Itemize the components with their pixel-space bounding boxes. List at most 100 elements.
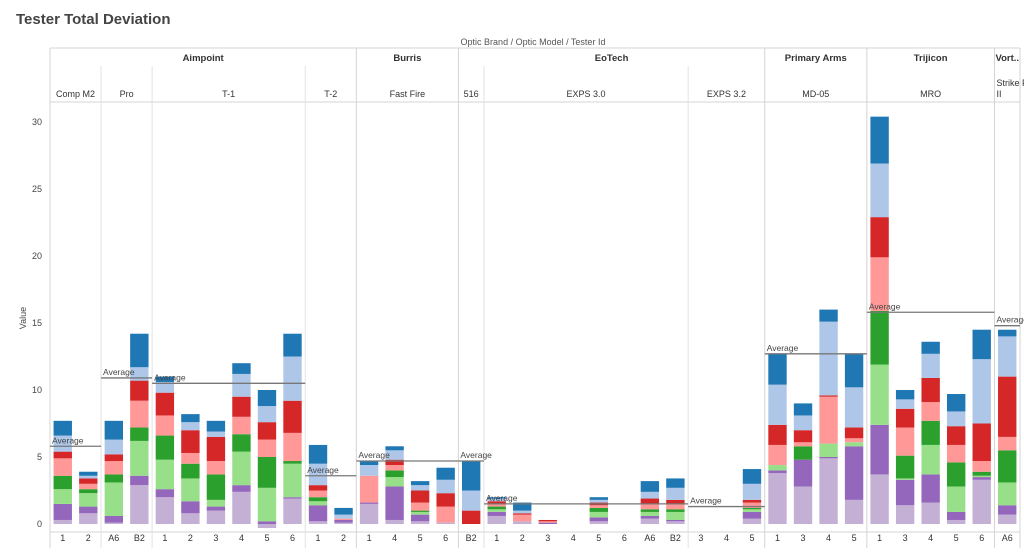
bar-segment-series-red xyxy=(155,392,175,416)
bar-segment-series-green xyxy=(921,420,940,445)
tester-id-label: A6 xyxy=(108,533,119,543)
average-label: Average xyxy=(154,372,186,382)
bar-segment-series-green-light xyxy=(819,443,838,457)
brand-label: EoTech xyxy=(595,53,629,64)
bar-segment-series-green-light xyxy=(385,477,404,487)
bar-segment-series-red xyxy=(385,459,404,466)
bar-segment-series-red xyxy=(257,422,277,440)
bar-segment-series-purple xyxy=(385,486,404,520)
tester-id-label: 4 xyxy=(826,533,831,543)
bar-segment-series-blue xyxy=(155,376,175,382)
bar-segment-series-purple-light xyxy=(844,499,864,524)
bar-segment-series-blue xyxy=(410,481,430,486)
bar-segment-series-blue-light xyxy=(768,384,787,425)
tester-id-label: 1 xyxy=(494,533,499,543)
bar-segment-series-blue-light xyxy=(53,435,72,452)
bar-segment-series-purple xyxy=(79,506,98,514)
bar-segment-series-purple-light xyxy=(793,486,813,524)
bar-segment-series-red xyxy=(844,427,864,439)
bar-segment-series-purple xyxy=(232,485,251,492)
bar-segment-series-blue xyxy=(436,467,455,480)
bar-segment-series-purple-light xyxy=(232,491,251,524)
tester-id-label: 1 xyxy=(316,533,321,543)
average-label: Average xyxy=(996,315,1024,325)
y-tick-label: 15 xyxy=(32,318,42,328)
bar-segment-series-green-light xyxy=(895,478,915,480)
bar-segment-series-purple-light xyxy=(206,510,226,524)
bar-segment-series-red xyxy=(921,377,940,403)
bar-segment-series-pink xyxy=(487,503,506,507)
header-dimension-label: Optic Brand / Optic Model / Tester Id xyxy=(461,37,606,47)
bar-segment-series-green xyxy=(232,434,251,452)
bar-segment-series-blue xyxy=(130,333,149,368)
bar-segment-series-red xyxy=(104,454,124,462)
bar-segment-series-red xyxy=(487,501,506,504)
bar-segment-series-blue-light xyxy=(461,490,481,511)
bar-segment-series-blue-light xyxy=(921,353,940,378)
y-tick-label: 10 xyxy=(32,385,42,395)
bar-segment-series-blue xyxy=(79,471,98,476)
bar-segment-series-green-light xyxy=(921,444,940,475)
bar-segment-series-purple xyxy=(640,515,660,519)
tester-id-label: 1 xyxy=(877,533,882,543)
bar-segment-series-blue-light xyxy=(972,359,991,424)
bar-segment-series-green xyxy=(793,446,813,460)
bar-segment-series-blue-light xyxy=(410,485,430,491)
bar-segment-series-purple-light xyxy=(819,458,838,524)
bar-segment-series-blue-light xyxy=(308,463,328,486)
bar-segment-series-blue-light xyxy=(589,499,609,503)
bar-segment-series-pink xyxy=(819,396,838,444)
y-axis-title: Value xyxy=(18,307,28,329)
bar-segment-series-purple xyxy=(181,501,200,514)
tester-id-label: 5 xyxy=(852,533,857,543)
tester-id-label: B2 xyxy=(134,533,145,543)
bar-segment-series-blue xyxy=(308,444,328,464)
tester-id-label: 3 xyxy=(903,533,908,543)
bar-segment-series-blue xyxy=(921,341,940,354)
bar-segment-series-purple xyxy=(666,519,685,522)
bar-segment-series-red xyxy=(895,408,915,428)
bar-segment-series-blue-light xyxy=(283,356,302,401)
bar-segment-series-pink xyxy=(895,427,915,456)
bar-segment-series-green-light xyxy=(998,482,1017,506)
bar-segment-series-blue-light xyxy=(155,381,175,393)
bar-segment-series-purple-light xyxy=(53,519,72,524)
bar-segment-series-purple-light xyxy=(104,522,124,524)
bar-segment-series-green xyxy=(640,509,660,512)
bar-segment-series-blue xyxy=(513,502,532,511)
bar-segment-series-blue-light xyxy=(742,483,762,500)
bar-segment-series-blue-light xyxy=(946,411,966,427)
bar-segment-series-green-light xyxy=(155,459,175,490)
bar-segment-series-red xyxy=(206,436,226,462)
bar-segment-series-pink xyxy=(666,503,685,510)
bar-segment-series-purple-light xyxy=(79,513,98,524)
model-label: MRO xyxy=(920,89,941,99)
bar-segment-series-blue xyxy=(844,353,864,388)
bar-segment-series-green-light xyxy=(844,442,864,447)
bar-segment-series-purple xyxy=(104,515,124,523)
bar-segment-series-purple xyxy=(895,479,915,506)
bar-segment-series-green xyxy=(104,474,124,483)
bar-segment-series-pink xyxy=(742,502,762,508)
tester-id-label: 3 xyxy=(545,533,550,543)
bar-segment-series-blue xyxy=(104,420,124,440)
bar-segment-series-blue-light xyxy=(257,406,277,423)
average-label: Average xyxy=(103,367,135,377)
bar-segment-series-purple xyxy=(410,514,430,522)
bar-segment-series-blue xyxy=(895,390,915,400)
bar-segment-series-green-light xyxy=(410,511,430,515)
bar-segment-series-purple-light xyxy=(870,474,889,524)
bar-segment-series-purple-light xyxy=(257,524,277,529)
bar-segment-series-red xyxy=(640,498,660,504)
bar-segment-series-blue-light xyxy=(487,498,506,502)
chart-title: Tester Total Deviation xyxy=(16,11,171,28)
bar-segment-series-purple xyxy=(359,502,379,504)
bar-segment-series-green xyxy=(206,474,226,500)
bar-segment-series-purple-light xyxy=(921,502,940,524)
tester-id-label: 5 xyxy=(264,533,269,543)
bar-segment-series-purple-light xyxy=(308,521,328,524)
tester-id-label: 3 xyxy=(698,533,703,543)
bar-segment-series-pink xyxy=(79,483,98,490)
bar-segment-series-purple-light xyxy=(359,503,379,524)
